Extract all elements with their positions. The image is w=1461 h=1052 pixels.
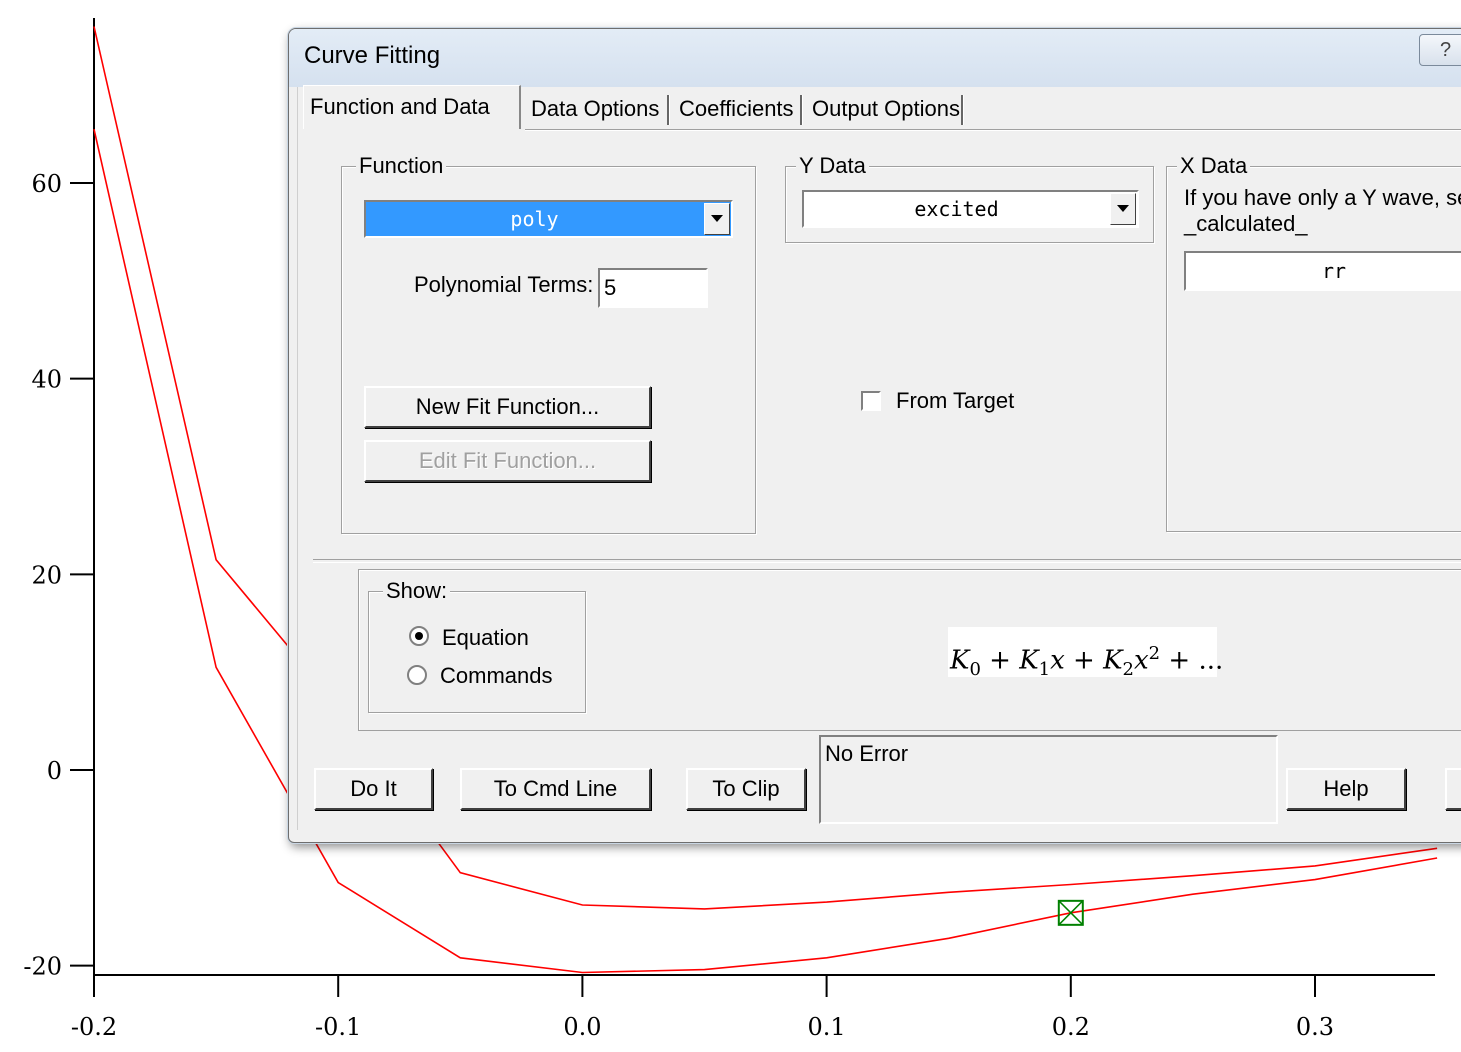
eq-x1: x xyxy=(1050,645,1065,676)
polynomial-terms-label: Polynomial Terms: xyxy=(414,272,594,297)
ydata-group-label: Y Data xyxy=(796,153,869,179)
function-groupbox: Function xyxy=(341,153,756,534)
function-select[interactable]: poly xyxy=(364,200,733,238)
x-tick-label: 0.3 xyxy=(1296,1013,1334,1041)
ydata-select[interactable]: excited xyxy=(802,190,1139,228)
tab-function-and-data[interactable]: Function and Data xyxy=(303,85,521,129)
cursor-marker-cross-b xyxy=(1058,900,1084,926)
from-target-label: From Target xyxy=(896,388,1015,413)
x-tick-label: -0.2 xyxy=(71,1013,117,1041)
xdata-select-value: rr xyxy=(1321,259,1347,283)
x-tick-label: 0.1 xyxy=(808,1013,846,1041)
xdata-hint-line2: _calculated_ xyxy=(1184,211,1308,236)
eq-sub1: 1 xyxy=(1038,658,1051,680)
eq-k0: K xyxy=(950,645,970,676)
tab-label: Output Options xyxy=(812,96,960,121)
tab-separator xyxy=(961,95,964,125)
status-text: No Error xyxy=(825,741,909,766)
eq-sub2: 2 xyxy=(1122,658,1134,680)
eq-sup2: 2 xyxy=(1148,643,1161,664)
xdata-groupbox: X Data xyxy=(1166,153,1461,532)
edit-fit-function-button[interactable]: Edit Fit Function... xyxy=(364,440,651,482)
equation-radio-label: Equation xyxy=(442,625,529,650)
tab-separator xyxy=(667,95,670,125)
to-clip-button[interactable]: To Clip xyxy=(686,768,806,810)
xdata-group-label: X Data xyxy=(1177,153,1251,179)
eq-plus1: + xyxy=(980,645,1020,676)
equation-radio[interactable] xyxy=(409,626,429,646)
context-help-icon[interactable]: ? xyxy=(1419,34,1461,66)
tab-separator xyxy=(800,95,803,125)
series-line-2 xyxy=(93,129,1438,974)
from-target-checkbox[interactable] xyxy=(861,391,881,411)
xdata-hint-line1: If you have only a Y wave, se xyxy=(1184,185,1461,210)
y-tick-label: 40 xyxy=(31,366,62,394)
y-tick-label: -20 xyxy=(23,953,62,981)
commands-radio-label: Commands xyxy=(440,663,553,688)
tab-label: Data Options xyxy=(531,96,660,121)
y-tick-label: 20 xyxy=(31,561,62,589)
eq-plus2: + xyxy=(1064,645,1104,676)
new-fit-function-button[interactable]: New Fit Function... xyxy=(364,386,651,428)
help-button[interactable]: Help xyxy=(1286,768,1406,810)
tab-coefficients[interactable]: Coefficients xyxy=(673,89,799,127)
tab-baseline xyxy=(525,129,1461,131)
tab-data-options[interactable]: Data Options xyxy=(525,89,665,127)
ydata-select-value: excited xyxy=(914,197,999,221)
polynomial-terms-input[interactable]: 5 xyxy=(598,268,708,308)
ydata-groupbox: Y Data xyxy=(785,153,1154,243)
curve-fitting-dialog: Curve Fitting ? Function and Data Data O… xyxy=(288,28,1461,843)
show-groupbox: Show: xyxy=(368,578,586,713)
dialog-titlebar[interactable]: Curve Fitting ? xyxy=(289,29,1461,87)
do-it-button[interactable]: Do It xyxy=(314,768,433,810)
cursor-marker-box xyxy=(1057,899,1084,926)
equation-panel xyxy=(358,569,1461,731)
chevron-down-icon[interactable] xyxy=(704,203,730,235)
xdata-select[interactable]: rr xyxy=(1184,251,1461,291)
show-group-label: Show: xyxy=(383,578,451,604)
cancel-button[interactable] xyxy=(1445,768,1461,810)
status-box: No Error xyxy=(819,735,1278,824)
eq-k2: K xyxy=(1103,645,1123,676)
y-tick-label: 60 xyxy=(31,170,62,198)
x-tick-label: -0.1 xyxy=(315,1013,361,1041)
commands-radio[interactable] xyxy=(407,665,427,685)
x-tick-label: 0.0 xyxy=(563,1013,601,1041)
section-separator xyxy=(313,559,1461,563)
y-tick-label: 0 xyxy=(47,757,62,785)
tab-label: Function and Data xyxy=(310,94,490,119)
eq-sub0: 0 xyxy=(969,658,981,680)
chevron-down-icon[interactable] xyxy=(1110,193,1136,225)
dialog-title: Curve Fitting xyxy=(304,42,441,69)
to-cmd-line-button[interactable]: To Cmd Line xyxy=(460,768,651,810)
function-select-value: poly xyxy=(510,207,559,231)
function-group-label: Function xyxy=(356,153,447,179)
tab-label: Coefficients xyxy=(679,96,794,121)
tab-output-options[interactable]: Output Options xyxy=(806,89,960,127)
x-tick-label: 0.2 xyxy=(1052,1013,1090,1041)
equation-display: K0 + K1x + K2x2 + ... xyxy=(948,627,1223,680)
eq-k1: K xyxy=(1019,645,1039,676)
eq-x2: x xyxy=(1134,645,1149,676)
eq-tail: + ... xyxy=(1160,645,1224,676)
